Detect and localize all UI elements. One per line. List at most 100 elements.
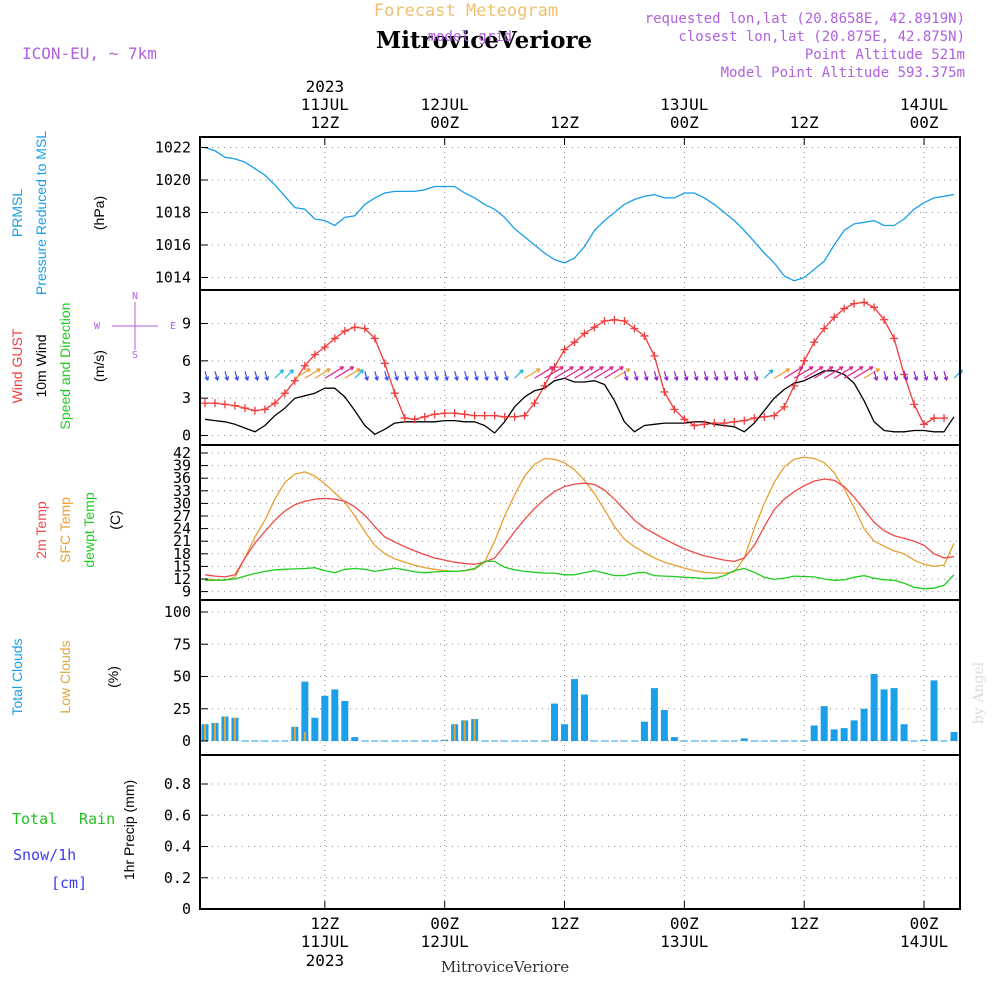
wind-arrow-head bbox=[326, 368, 331, 373]
y-tick-label: 18 bbox=[173, 545, 191, 563]
wind-arrow bbox=[604, 366, 624, 379]
wind-arrow-head bbox=[713, 376, 719, 381]
gust-marker bbox=[610, 315, 619, 324]
wind-arrow-head bbox=[264, 376, 270, 381]
y-tick-label: 15 bbox=[173, 557, 191, 575]
wind-arrow bbox=[474, 371, 478, 381]
total-cloud-bar bbox=[670, 737, 678, 741]
gust-marker bbox=[430, 410, 439, 419]
snow-unit-label: [cm] bbox=[51, 874, 87, 892]
gust-marker bbox=[250, 406, 259, 415]
y-tick-label: 0 bbox=[182, 427, 191, 445]
gust-marker bbox=[420, 412, 429, 421]
top-hour-label: 00Z bbox=[430, 113, 459, 132]
y-tick-label: 0 bbox=[182, 732, 191, 750]
wind-arrow bbox=[284, 369, 294, 379]
pressure-msl-label: Pressure Reduced to MSL bbox=[33, 131, 49, 295]
gust-marker bbox=[360, 324, 369, 333]
bottom-hour-label: 12Z bbox=[550, 914, 579, 933]
wind-arrow bbox=[584, 366, 604, 379]
wind-arrow bbox=[943, 371, 948, 381]
wind-arrow-head bbox=[374, 376, 379, 381]
gust-marker bbox=[460, 410, 469, 419]
wind-arrow-head bbox=[414, 376, 419, 381]
wind-arrow bbox=[224, 371, 229, 381]
wind-arrow bbox=[214, 371, 219, 381]
temp-dewpt-label: dewpt Temp bbox=[81, 492, 97, 567]
total-cloud-bar bbox=[900, 724, 908, 741]
wind-arrow-head bbox=[339, 366, 345, 371]
wind-arrow bbox=[883, 371, 888, 381]
wind-arrow-head bbox=[633, 376, 639, 381]
wind-arrow bbox=[913, 371, 918, 381]
gust-marker bbox=[230, 401, 239, 410]
gust-marker bbox=[210, 399, 219, 408]
wind-arrow-head bbox=[625, 368, 631, 373]
wind-arrow-head bbox=[663, 376, 669, 381]
wind-arrow bbox=[633, 371, 638, 381]
y-tick-label: 42 bbox=[173, 444, 191, 462]
y-tick-label: 0.4 bbox=[164, 838, 191, 856]
y-tick-label: 1022 bbox=[155, 139, 191, 157]
gust-marker bbox=[560, 345, 569, 354]
wind-arrow bbox=[534, 366, 554, 379]
temp-2m-label: 2m Temp bbox=[33, 501, 49, 559]
gust-marker bbox=[240, 404, 249, 413]
total-cloud-bar bbox=[880, 689, 888, 741]
bottom-date-label: 14JUL bbox=[900, 932, 948, 951]
top-year-label: 2023 bbox=[306, 77, 345, 96]
gust-marker bbox=[630, 324, 639, 333]
gust-marker bbox=[520, 411, 529, 420]
wind-arrow bbox=[264, 371, 269, 381]
low-cloud-bar bbox=[303, 731, 306, 741]
gust-marker bbox=[450, 409, 459, 418]
total-cloud-bar bbox=[650, 688, 658, 741]
wind-arrow-head bbox=[356, 368, 361, 373]
wind-arrow bbox=[524, 368, 541, 379]
wind-arrow-head bbox=[619, 366, 624, 371]
wind-arrow bbox=[484, 371, 488, 381]
wind-arrow bbox=[623, 371, 628, 381]
low-cloud-bar bbox=[473, 719, 476, 741]
gust-marker bbox=[220, 400, 229, 409]
wind-arrow bbox=[673, 371, 678, 381]
gust-marker bbox=[850, 299, 859, 308]
clouds-unit: (%) bbox=[105, 666, 121, 688]
gust-marker bbox=[370, 334, 379, 343]
low-clouds-label: Low Clouds bbox=[57, 640, 73, 713]
y-tick-label: 36 bbox=[173, 469, 191, 487]
gust-marker bbox=[480, 411, 489, 420]
wind-arrow bbox=[873, 371, 878, 381]
total-cloud-bar bbox=[580, 694, 588, 741]
wind-arrow-head bbox=[868, 366, 874, 371]
temp-2m-line bbox=[204, 478, 955, 578]
bottom-year-label: 2023 bbox=[306, 951, 345, 970]
wind-arrow-head bbox=[943, 376, 949, 381]
wind-arrow-head bbox=[504, 376, 509, 381]
total-cloud-bar bbox=[640, 721, 648, 741]
y-tick-label: 1016 bbox=[155, 236, 191, 254]
wind-arrow-head bbox=[204, 376, 210, 381]
gust-marker bbox=[440, 409, 449, 418]
total-cloud-bar bbox=[311, 717, 319, 741]
gust-marker bbox=[930, 414, 939, 423]
gust-marker bbox=[770, 411, 779, 420]
wind-unit: (m/s) bbox=[91, 350, 107, 382]
gust-marker bbox=[740, 416, 749, 425]
gust-marker bbox=[840, 304, 849, 313]
wind-arrow-head bbox=[653, 376, 659, 381]
wind-arrow bbox=[374, 371, 379, 381]
wind-arrow bbox=[234, 371, 239, 381]
gust-marker bbox=[340, 326, 349, 335]
wind-arrow-head bbox=[349, 366, 355, 371]
gust-marker bbox=[730, 417, 739, 426]
wind-arrow bbox=[783, 366, 804, 379]
low-cloud-bar bbox=[213, 722, 216, 741]
gust-marker bbox=[680, 415, 689, 424]
bottom-date-label: 11JUL bbox=[301, 932, 349, 951]
total-cloud-bar bbox=[840, 728, 848, 741]
top-hour-label: 12Z bbox=[550, 113, 579, 132]
location-title: MitroviceVeriore bbox=[376, 27, 592, 54]
wind-arrow bbox=[723, 371, 728, 381]
y-tick-label: 9 bbox=[182, 583, 191, 601]
